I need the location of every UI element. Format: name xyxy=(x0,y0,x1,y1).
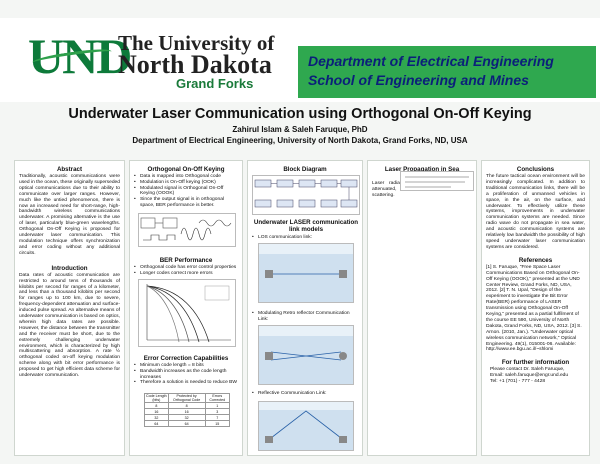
los-graphic xyxy=(259,244,353,278)
contact-phone: Tel: +1 (701) - 777 - 4428 xyxy=(490,379,546,385)
school-name: School of Engineering and Mines xyxy=(308,72,529,88)
ber-heading: BER Performance xyxy=(159,257,213,264)
ook-heading: Orthogonal On-Off Keying xyxy=(147,166,225,173)
block-diagram-graphic xyxy=(254,179,358,208)
ook-bullets: Data is mapped into Orthogonal code Modu… xyxy=(130,173,242,209)
abstract-text: Traditionally, acoustic communications w… xyxy=(19,174,120,256)
retro-graphic xyxy=(259,326,353,361)
contact-line-1: Please contact Dr. Saleh Faruque, xyxy=(490,367,565,373)
link-models-heading: Underwater LASER communication link mode… xyxy=(253,219,359,233)
poster-affiliation: Department of Electrical Engineering, Un… xyxy=(132,136,468,145)
table-header-cell: Code Length (bits) xyxy=(144,393,169,403)
reflective-graphic xyxy=(259,402,353,443)
link-model-1: LOS communication link: xyxy=(252,235,360,241)
department-banner: Department of Electrical Engineering Sch… xyxy=(298,46,596,98)
ber-bullet: Longer codes correct more errors xyxy=(134,271,242,277)
logo-line-1: The University of xyxy=(118,31,275,55)
ook-bullet: Modulated signal is Orthogonal On-Off Ke… xyxy=(134,186,239,198)
link-model-2: Modulating Retro reflector Communication… xyxy=(252,311,360,323)
ecc-bullet: Therefore a solution is needed to reduce… xyxy=(134,380,242,386)
ber-curves xyxy=(146,284,231,343)
table-cell: 64 xyxy=(167,420,206,427)
retro-reflector-figure xyxy=(258,325,354,385)
table-cell: 64 xyxy=(144,420,169,427)
ecc-bullets: Minimum code length = 8 bits Bandwidth i… xyxy=(134,363,242,386)
ecc-table: Code Length (bits) Protected by Orthogon… xyxy=(144,393,231,427)
propagation-equation xyxy=(400,171,474,191)
ecc-bullet: Minimum code length = 8 bits xyxy=(134,363,242,369)
column-5: Conclusions The future tactical ocean en… xyxy=(481,160,590,456)
link-model-3: Reflective Communication Link: xyxy=(252,391,360,397)
ber-bullet: Orthogonal code has error control proper… xyxy=(134,265,242,271)
column-3: Block Diagram Underwater LASER commun xyxy=(247,160,363,456)
reflective-link-figure xyxy=(258,401,354,451)
introduction-text: Data rates of acoustic communication are… xyxy=(19,272,120,379)
table-cell: 15 xyxy=(204,420,231,427)
link-model-label: Modulating Retro reflector Communication… xyxy=(252,311,360,323)
poster-title: Underwater Laser Communication using Ort… xyxy=(68,106,532,122)
introduction-heading: Introduction xyxy=(51,264,88,272)
contact-email: Email: saleh.faruque@engr.und.edu xyxy=(490,373,569,379)
table-row: 64 64 15 xyxy=(144,420,231,427)
link-model-label: Reflective Communication Link: xyxy=(252,391,360,397)
ook-waveform-figure xyxy=(138,213,236,247)
conclusions-text: The future tactical ocean environment wi… xyxy=(486,174,585,250)
logo-und-mark: UND xyxy=(28,28,132,84)
references-heading: References xyxy=(518,256,553,264)
column-4: Laser Propagation in Sea Environment Las… xyxy=(367,160,477,456)
block-diagram-heading: Block Diagram xyxy=(283,166,327,173)
references-text: [1] S. Faruque, "Free Space Laser Commun… xyxy=(486,264,582,353)
ook-bullet: Since the output signal is in orthogonal… xyxy=(134,197,239,209)
link-model-label: LOS communication link: xyxy=(252,235,360,241)
logo-line-2: North Dakota xyxy=(118,50,272,79)
waveform-graphic xyxy=(140,217,232,241)
conclusions-heading: Conclusions xyxy=(516,166,555,173)
abstract-heading: Abstract xyxy=(56,166,83,173)
equation-graphic xyxy=(405,176,469,188)
table-header-cell: Protected by Orthogonal Code xyxy=(167,393,206,403)
table-header-cell: Errors Corrected xyxy=(204,393,231,403)
ook-bullet: Modulation is On-Off keying (OOK) xyxy=(134,180,239,186)
block-diagram-figure xyxy=(252,175,360,215)
ber-plot xyxy=(138,279,236,347)
table-header-row: Code Length (bits) Protected by Orthogon… xyxy=(144,393,231,403)
ook-bullet: Data is mapped into Orthogonal code xyxy=(134,174,239,180)
column-1: Abstract Traditionally, acoustic communi… xyxy=(14,160,125,456)
column-2: Orthogonal On-Off Keying Data is mapped … xyxy=(129,160,243,456)
und-logo: UND The University of North Dakota Grand… xyxy=(28,30,278,100)
ecc-heading: Error Correction Capabilities xyxy=(143,355,229,362)
ecc-bullet: Bandwidth increases as the code length i… xyxy=(134,369,242,381)
ber-bullets: Orthogonal code has error control proper… xyxy=(134,265,242,277)
poster-authors: Zahirul Islam & Saleh Faruque, PhD xyxy=(232,125,368,134)
los-link-figure xyxy=(258,243,354,303)
further-info-heading: For further information xyxy=(501,359,570,367)
department-name: Department of Electrical Engineering xyxy=(308,53,554,69)
logo-line-3: Grand Forks xyxy=(176,76,254,91)
